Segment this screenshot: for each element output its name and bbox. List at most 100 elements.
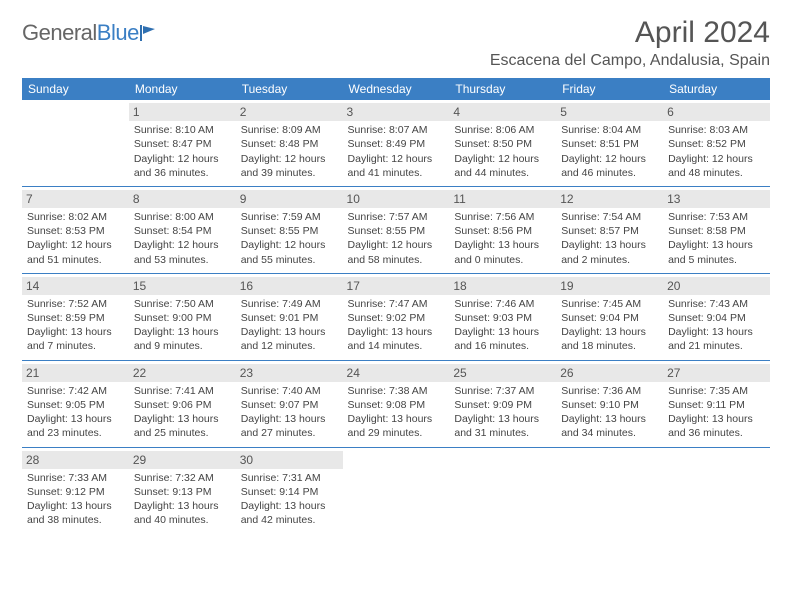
sunrise-text: Sunrise: 7:52 AM	[27, 297, 124, 311]
day-cell: 30Sunrise: 7:31 AMSunset: 9:14 PMDayligh…	[236, 448, 343, 534]
day-number: 10	[343, 190, 450, 208]
daylight1-text: Daylight: 12 hours	[241, 238, 338, 252]
daylight2-text: and 58 minutes.	[348, 253, 445, 267]
day-cell: 16Sunrise: 7:49 AMSunset: 9:01 PMDayligh…	[236, 274, 343, 360]
sunset-text: Sunset: 8:52 PM	[668, 137, 765, 151]
day-cell: 28Sunrise: 7:33 AMSunset: 9:12 PMDayligh…	[22, 448, 129, 534]
day-cell: 18Sunrise: 7:46 AMSunset: 9:03 PMDayligh…	[449, 274, 556, 360]
sunrise-text: Sunrise: 8:00 AM	[134, 210, 231, 224]
sunrise-text: Sunrise: 8:09 AM	[241, 123, 338, 137]
daylight2-text: and 34 minutes.	[561, 426, 658, 440]
sunset-text: Sunset: 8:50 PM	[454, 137, 551, 151]
daylight1-text: Daylight: 13 hours	[27, 325, 124, 339]
day-cell: 19Sunrise: 7:45 AMSunset: 9:04 PMDayligh…	[556, 274, 663, 360]
sunset-text: Sunset: 9:03 PM	[454, 311, 551, 325]
day-cell: 3Sunrise: 8:07 AMSunset: 8:49 PMDaylight…	[343, 100, 450, 186]
day-number: 3	[343, 103, 450, 121]
day-number: 8	[129, 190, 236, 208]
daylight1-text: Daylight: 13 hours	[241, 325, 338, 339]
sunrise-text: Sunrise: 7:56 AM	[454, 210, 551, 224]
week-row: 1Sunrise: 8:10 AMSunset: 8:47 PMDaylight…	[22, 100, 770, 186]
sunset-text: Sunset: 8:51 PM	[561, 137, 658, 151]
day-number: 7	[22, 190, 129, 208]
day-cell: 24Sunrise: 7:38 AMSunset: 9:08 PMDayligh…	[343, 361, 450, 447]
daylight1-text: Daylight: 12 hours	[668, 152, 765, 166]
weekday-header: Sunday	[22, 78, 129, 100]
sunset-text: Sunset: 9:05 PM	[27, 398, 124, 412]
day-number: 9	[236, 190, 343, 208]
week-row: 28Sunrise: 7:33 AMSunset: 9:12 PMDayligh…	[22, 448, 770, 534]
sunrise-text: Sunrise: 7:40 AM	[241, 384, 338, 398]
sunset-text: Sunset: 8:55 PM	[348, 224, 445, 238]
day-cell: 23Sunrise: 7:40 AMSunset: 9:07 PMDayligh…	[236, 361, 343, 447]
daylight2-text: and 42 minutes.	[241, 513, 338, 527]
daylight2-text: and 29 minutes.	[348, 426, 445, 440]
day-number: 18	[449, 277, 556, 295]
sunrise-text: Sunrise: 7:35 AM	[668, 384, 765, 398]
day-cell: 21Sunrise: 7:42 AMSunset: 9:05 PMDayligh…	[22, 361, 129, 447]
sunset-text: Sunset: 9:07 PM	[241, 398, 338, 412]
day-cell: 2Sunrise: 8:09 AMSunset: 8:48 PMDaylight…	[236, 100, 343, 186]
logo-part2: Blue	[97, 20, 139, 45]
day-cell: 5Sunrise: 8:04 AMSunset: 8:51 PMDaylight…	[556, 100, 663, 186]
day-number: 6	[663, 103, 770, 121]
day-cell	[343, 448, 450, 534]
day-cell: 9Sunrise: 7:59 AMSunset: 8:55 PMDaylight…	[236, 187, 343, 273]
daylight2-text: and 44 minutes.	[454, 166, 551, 180]
sunrise-text: Sunrise: 7:49 AM	[241, 297, 338, 311]
day-cell: 20Sunrise: 7:43 AMSunset: 9:04 PMDayligh…	[663, 274, 770, 360]
day-cell: 6 Sunrise: 8:03 AMSunset: 8:52 PMDaylight…	[663, 100, 770, 186]
daylight1-text: Daylight: 13 hours	[454, 238, 551, 252]
daylight2-text: and 53 minutes.	[134, 253, 231, 267]
sunset-text: Sunset: 8:54 PM	[134, 224, 231, 238]
daylight2-text: and 18 minutes.	[561, 339, 658, 353]
sunset-text: Sunset: 8:49 PM	[348, 137, 445, 151]
sunset-text: Sunset: 9:13 PM	[134, 485, 231, 499]
sunrise-text: Sunrise: 7:33 AM	[27, 471, 124, 485]
day-cell	[22, 100, 129, 186]
day-cell	[449, 448, 556, 534]
daylight2-text: and 16 minutes.	[454, 339, 551, 353]
week-row: 7Sunrise: 8:02 AMSunset: 8:53 PMDaylight…	[22, 187, 770, 273]
day-cell: 4Sunrise: 8:06 AMSunset: 8:50 PMDaylight…	[449, 100, 556, 186]
daylight2-text: and 2 minutes.	[561, 253, 658, 267]
weekday-header: Thursday	[449, 78, 556, 100]
day-number: 12	[556, 190, 663, 208]
title-block: April 2024 Escacena del Campo, Andalusia…	[490, 16, 770, 70]
day-number: 30	[236, 451, 343, 469]
sunrise-text: Sunrise: 8:03 AM	[668, 123, 765, 137]
sunrise-text: Sunrise: 8:07 AM	[348, 123, 445, 137]
location-label: Escacena del Campo, Andalusia, Spain	[490, 52, 770, 70]
day-number: 26	[556, 364, 663, 382]
daylight2-text: and 38 minutes.	[27, 513, 124, 527]
sunset-text: Sunset: 9:12 PM	[27, 485, 124, 499]
sunset-text: Sunset: 9:04 PM	[668, 311, 765, 325]
daylight2-text: and 25 minutes.	[134, 426, 231, 440]
daylight2-text: and 39 minutes.	[241, 166, 338, 180]
daylight2-text: and 7 minutes.	[27, 339, 124, 353]
daylight2-text: and 55 minutes.	[241, 253, 338, 267]
daylight1-text: Daylight: 12 hours	[454, 152, 551, 166]
page-title: April 2024	[490, 16, 770, 50]
sunset-text: Sunset: 8:47 PM	[134, 137, 231, 151]
day-number: 28	[22, 451, 129, 469]
weekday-header: Wednesday	[343, 78, 450, 100]
day-number: 14	[22, 277, 129, 295]
sunset-text: Sunset: 9:09 PM	[454, 398, 551, 412]
weekday-header-row: Sunday Monday Tuesday Wednesday Thursday…	[22, 78, 770, 100]
day-number: 22	[129, 364, 236, 382]
day-cell: 29Sunrise: 7:32 AMSunset: 9:13 PMDayligh…	[129, 448, 236, 534]
daylight1-text: Daylight: 13 hours	[561, 238, 658, 252]
daylight1-text: Daylight: 12 hours	[241, 152, 338, 166]
daylight1-text: Daylight: 13 hours	[134, 325, 231, 339]
day-number: 4	[449, 103, 556, 121]
week-row: 14Sunrise: 7:52 AMSunset: 8:59 PMDayligh…	[22, 274, 770, 360]
daylight1-text: Daylight: 13 hours	[348, 412, 445, 426]
daylight2-text: and 5 minutes.	[668, 253, 765, 267]
daylight2-text: and 21 minutes.	[668, 339, 765, 353]
day-number: 5	[556, 103, 663, 121]
day-number: 21	[22, 364, 129, 382]
daylight2-text: and 12 minutes.	[241, 339, 338, 353]
weekday-header: Monday	[129, 78, 236, 100]
day-cell: 15Sunrise: 7:50 AMSunset: 9:00 PMDayligh…	[129, 274, 236, 360]
